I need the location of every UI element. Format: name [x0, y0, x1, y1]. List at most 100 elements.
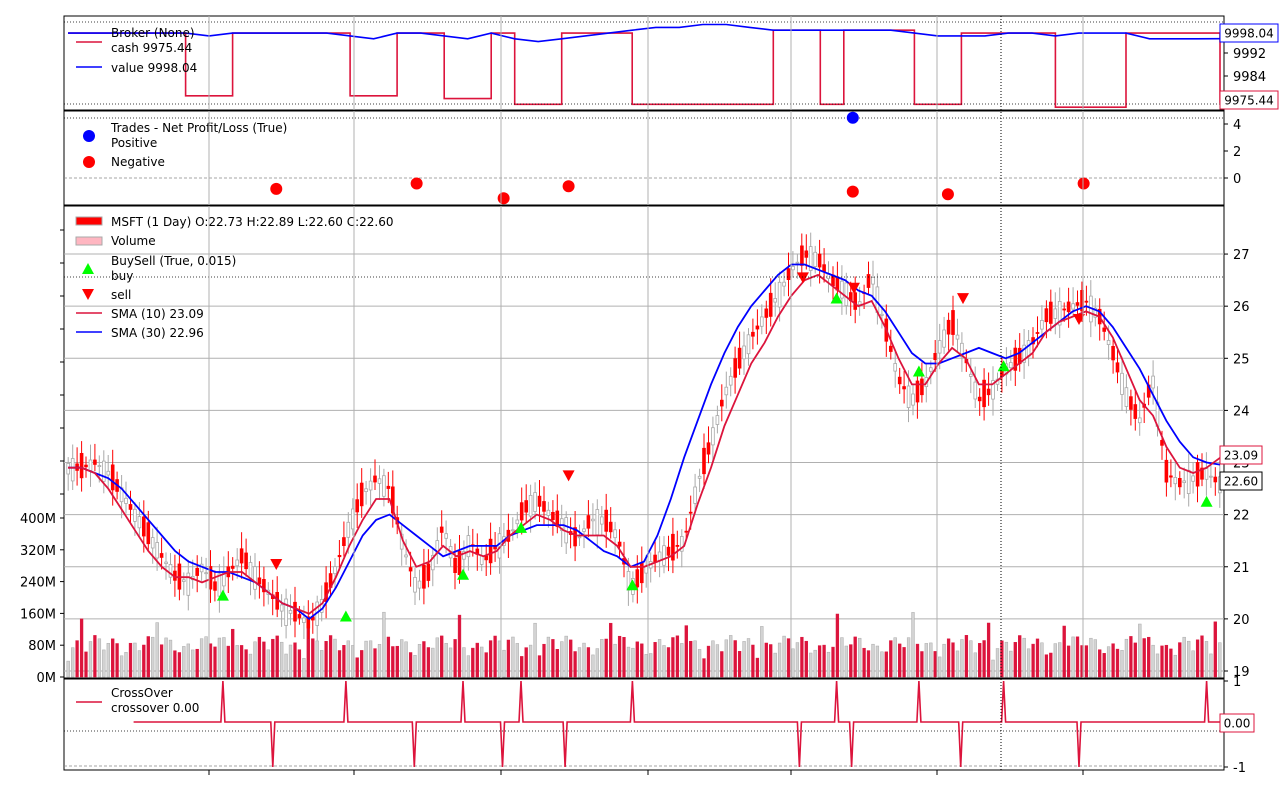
candle-body	[969, 373, 973, 377]
candle-body	[893, 363, 897, 372]
candle-body	[608, 521, 613, 533]
candle-body	[773, 298, 777, 303]
volume-bar	[111, 638, 115, 678]
candle-body	[675, 545, 680, 547]
volume-bar	[929, 642, 933, 678]
volume-bar	[475, 642, 479, 678]
volume-bar	[377, 644, 382, 678]
volume-bar	[342, 645, 346, 678]
candle-body	[235, 559, 240, 567]
volume-bar	[626, 646, 631, 678]
trade-positive-point	[846, 111, 859, 124]
volume-bar	[884, 651, 888, 678]
volume-bar	[1115, 648, 1120, 678]
volume-bar	[213, 646, 217, 678]
volume-bar	[142, 644, 146, 678]
price-y-tick-label: 27	[1233, 248, 1250, 263]
volume-bar	[751, 644, 755, 678]
volume-bar	[173, 650, 177, 678]
candle-body	[724, 386, 729, 396]
volume-bar	[400, 639, 404, 678]
volume-bar	[1200, 635, 1204, 678]
candle-body	[1066, 301, 1071, 313]
broker-legend: Broker (None) cash 9975.44 value 9998.04	[76, 26, 197, 75]
candle-body	[666, 546, 671, 556]
volume-bar	[933, 651, 937, 678]
trades-legend-title: Trades - Net Profit/Loss (True)	[110, 121, 287, 135]
price-close-tag-text: 22.60	[1224, 475, 1258, 489]
volume-bar	[1129, 636, 1133, 678]
volume-bar	[1084, 645, 1089, 678]
volume-bar	[804, 640, 808, 678]
volume-bar	[746, 638, 751, 678]
candle-body	[1053, 308, 1058, 319]
candle-body	[768, 292, 773, 317]
volume-bar	[524, 647, 528, 678]
volume-bar	[1151, 644, 1155, 678]
candle-body	[1164, 459, 1169, 483]
volume-bar	[1026, 648, 1031, 678]
volume-bar	[1022, 637, 1026, 678]
trades-y-tick-label: 2	[1233, 145, 1241, 160]
candle-body	[1035, 332, 1040, 334]
volume-bar	[368, 640, 373, 678]
volume-bar	[1102, 653, 1106, 678]
volume-bar	[462, 647, 466, 678]
volume-bar	[609, 622, 613, 678]
candle-body	[933, 352, 937, 360]
sell-marker	[957, 293, 969, 305]
candle-body	[688, 511, 693, 514]
candle-body	[1133, 404, 1138, 419]
volume-bar	[653, 642, 657, 678]
candle-body	[1151, 375, 1155, 389]
candle-body	[951, 310, 955, 335]
trades-points	[270, 111, 1090, 205]
candle-body	[355, 499, 359, 513]
candle-body	[439, 526, 444, 533]
candle-body	[66, 462, 71, 475]
price-legend-buysell: BuySell (True, 0.015)	[111, 254, 236, 268]
candle-body	[248, 562, 253, 580]
volume-bar	[573, 651, 577, 678]
candle-body	[742, 345, 746, 360]
candle-body	[902, 386, 906, 390]
candle-body	[800, 245, 804, 266]
candle-body	[715, 415, 720, 425]
volume-bar	[1169, 648, 1173, 678]
candle-body	[373, 475, 377, 483]
candle-body	[906, 385, 911, 409]
volume-bar	[97, 638, 102, 678]
candle-body	[186, 572, 191, 596]
volume-bar	[826, 651, 831, 678]
volume-bar	[159, 644, 164, 678]
candle-body	[986, 388, 991, 396]
volume-bar	[786, 638, 791, 678]
volume-bar	[217, 637, 222, 678]
volume-bar	[960, 639, 964, 678]
volume-bar	[924, 643, 928, 678]
volume-bar	[613, 643, 617, 678]
price-legend-sma30: SMA (30) 22.96	[111, 326, 204, 340]
price-close-tag: 22.60	[1219, 471, 1263, 491]
candle-body	[444, 533, 448, 539]
trades-legend-negative-marker	[83, 156, 95, 168]
candle-body	[786, 268, 791, 281]
volume-bar	[466, 655, 471, 678]
volume-bar	[151, 636, 155, 678]
buy-marker	[912, 365, 925, 377]
volume-bar	[920, 651, 924, 678]
volume-bar	[186, 643, 190, 678]
volume-bar	[297, 649, 302, 678]
volume-bar	[702, 658, 706, 678]
candle-body	[181, 579, 186, 582]
volume-bar	[915, 643, 920, 678]
volume-bar	[671, 637, 675, 678]
volume-bar	[644, 654, 648, 678]
buy-marker	[830, 292, 843, 304]
broker-axes-frame	[63, 15, 1225, 111]
volume-bar	[444, 643, 448, 678]
volume-bar	[697, 649, 702, 678]
candle-body	[1138, 417, 1142, 424]
candle-body	[546, 509, 551, 516]
volume-bar	[506, 639, 511, 678]
